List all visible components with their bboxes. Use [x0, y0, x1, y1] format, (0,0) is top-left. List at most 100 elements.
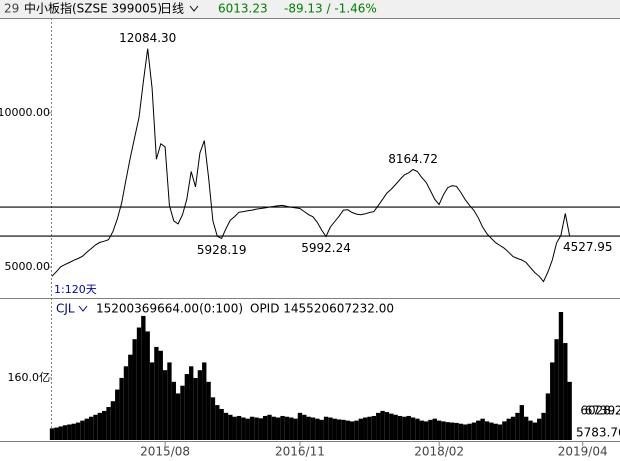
- top-bar: [0, 0, 620, 18]
- volume-bar: [49, 428, 55, 440]
- volume-bar: [310, 417, 316, 440]
- volume-bar: [232, 416, 237, 440]
- last-price: 6013.23: [218, 2, 268, 16]
- volume-bar: [567, 381, 572, 440]
- volume-bar: [149, 362, 155, 440]
- volume-bar: [415, 418, 420, 440]
- volume-bar: [550, 362, 555, 440]
- index-name: 中小板指(SZSE 399005): [24, 1, 162, 16]
- volume-bar: [480, 418, 485, 440]
- volume-bar: [162, 370, 168, 440]
- volume-bar: [358, 418, 364, 440]
- volume-bar: [219, 408, 224, 440]
- volume-bar: [532, 422, 538, 440]
- volume-bar: [71, 423, 76, 440]
- period[interactable]: 日线: [160, 2, 184, 16]
- volume-bar: [541, 412, 546, 440]
- volume-bar: [184, 374, 190, 440]
- volume-bar: [419, 420, 424, 440]
- volume-bar: [523, 416, 529, 440]
- volume-bar: [167, 362, 172, 440]
- volume-bar: [284, 416, 290, 440]
- indicator-chevron[interactable]: [78, 305, 88, 312]
- indicator-name[interactable]: CJL: [56, 302, 75, 316]
- volume-bar: [84, 418, 89, 440]
- value-label: 5928.19: [197, 243, 247, 257]
- volume-bar: [328, 417, 333, 440]
- volume-bar: [132, 339, 137, 440]
- volume-bar: [476, 420, 481, 440]
- volume-bar: [345, 420, 350, 440]
- volume-bar: [58, 426, 63, 440]
- volume-bar: [206, 381, 211, 440]
- volume-bar: [54, 427, 59, 440]
- volume-bar: [141, 315, 146, 440]
- volume-bar: [249, 416, 255, 440]
- volume-bar: [93, 414, 98, 440]
- volume-bar: [502, 421, 507, 440]
- volume-bar: [354, 420, 359, 440]
- volume-bar: [88, 416, 94, 440]
- price-change: -89.13 / -1.46%: [284, 2, 377, 16]
- volume-bar: [402, 416, 407, 440]
- volume-bar: [62, 425, 68, 440]
- volume-bar: [197, 370, 203, 440]
- y-tick-label: 160.0亿: [8, 371, 51, 384]
- volume-bar: [258, 418, 263, 440]
- volume-bar: [236, 415, 242, 440]
- volume-bar: [432, 418, 437, 440]
- volume-bar: [293, 418, 298, 440]
- volume-bar: [467, 423, 472, 440]
- period-chevron[interactable]: [189, 5, 199, 12]
- volume-bar: [154, 346, 159, 440]
- volume-bar: [80, 420, 85, 440]
- volume-bar: [441, 421, 446, 440]
- x-tick-label: 2015/08: [140, 445, 190, 459]
- volume-bar: [128, 354, 133, 440]
- volume-bar: [193, 377, 198, 440]
- indicator-opid: OPID 145520607232.00: [250, 302, 394, 316]
- volume-bar: [563, 343, 568, 440]
- volume-bar: [393, 414, 398, 440]
- volume-bar: [428, 419, 433, 440]
- volume-bar: [558, 312, 564, 440]
- volume-bar: [136, 327, 142, 440]
- volume-bar: [245, 418, 250, 440]
- volume-bar: [471, 422, 477, 440]
- volume-bar: [102, 410, 107, 440]
- volume-bar: [210, 397, 216, 440]
- volume-bar: [445, 422, 451, 440]
- volume-bar: [171, 381, 176, 440]
- volume-bar: [180, 385, 185, 440]
- volume-bar: [363, 417, 368, 440]
- value-label: 8164.72: [388, 152, 438, 166]
- volume-bar: [484, 421, 490, 440]
- volume-bar: [289, 417, 294, 440]
- x-tick-label: 2018/02: [414, 445, 464, 459]
- volume-bar: [323, 416, 329, 440]
- volume-bar: [341, 419, 346, 440]
- volume-bar: [406, 415, 411, 440]
- volume-bar: [262, 415, 268, 440]
- volume-bar: [367, 416, 372, 440]
- volume-bar: [380, 410, 385, 440]
- volume-bar: [123, 366, 129, 440]
- volume-bar: [506, 418, 511, 440]
- volume-bar: [297, 412, 303, 440]
- volume-bar: [276, 417, 281, 440]
- volume-bar: [189, 366, 194, 440]
- index-code: 29: [4, 2, 19, 16]
- value-label: 6739.69: [585, 404, 620, 418]
- volume-bar: [145, 331, 150, 440]
- volume-bar: [371, 415, 377, 440]
- volume-bar: [349, 421, 355, 440]
- value-label: 6028.21: [580, 404, 620, 418]
- volume-bar: [306, 416, 311, 440]
- volume-bar: [241, 417, 246, 440]
- x-tick-label: 2016/11: [275, 445, 325, 459]
- volume-bar: [332, 418, 337, 440]
- volume-bar: [67, 424, 72, 440]
- volume-bar: [223, 412, 229, 440]
- volume-bar: [336, 419, 342, 440]
